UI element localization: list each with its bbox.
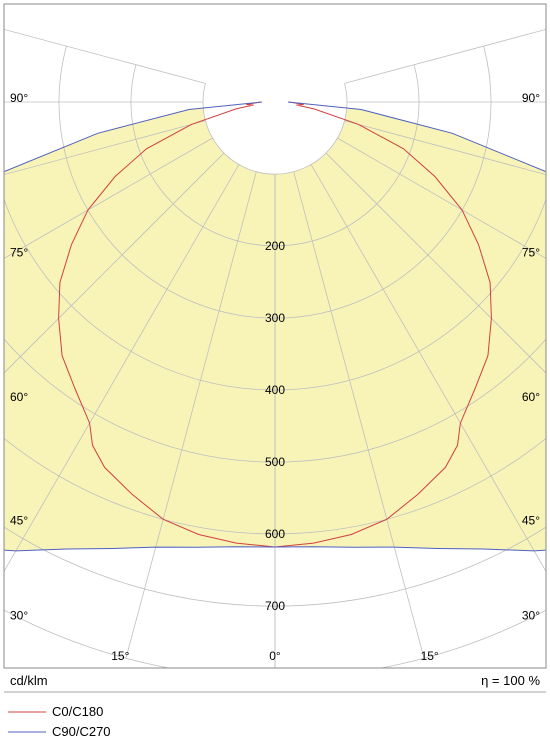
angle-grid bbox=[345, 0, 550, 83]
radial-label: 400 bbox=[265, 383, 285, 397]
radial-label: 200 bbox=[265, 239, 285, 253]
angle-label: 90° bbox=[522, 91, 540, 105]
angle-grid bbox=[0, 0, 205, 83]
radial-label: 500 bbox=[265, 455, 285, 469]
footer-left: cd/klm bbox=[10, 673, 48, 688]
legend-label: C90/C270 bbox=[52, 724, 111, 739]
radial-label: 600 bbox=[265, 527, 285, 541]
center-mask bbox=[203, 30, 347, 174]
angle-label: 0° bbox=[269, 649, 281, 663]
angle-label: 15° bbox=[421, 649, 439, 663]
angle-label: 45° bbox=[522, 514, 540, 528]
polar-chart: 200 300 400 500 600 700 0° 15° 15° 30° 30° 45° 45° 60… bbox=[0, 0, 550, 750]
radial-label: 700 bbox=[265, 599, 285, 613]
angle-label: 30° bbox=[10, 609, 28, 623]
angle-label: 75° bbox=[522, 246, 540, 260]
footer-right: η = 100 % bbox=[481, 673, 540, 688]
radial-label: 300 bbox=[265, 311, 285, 325]
angle-label: 30° bbox=[522, 609, 540, 623]
angle-label: 75° bbox=[10, 246, 28, 260]
angle-label: 60° bbox=[10, 390, 28, 404]
angle-label: 60° bbox=[522, 390, 540, 404]
legend-label: C0/C180 bbox=[52, 704, 103, 719]
angle-label: 45° bbox=[10, 514, 28, 528]
angle-label: 15° bbox=[111, 649, 129, 663]
angle-label: 90° bbox=[10, 91, 28, 105]
